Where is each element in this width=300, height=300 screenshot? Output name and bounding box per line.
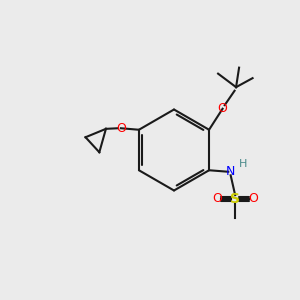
Text: O: O [218, 102, 227, 115]
Text: O: O [248, 192, 258, 205]
Text: N: N [226, 165, 236, 178]
Text: S: S [230, 192, 240, 206]
Text: H: H [239, 159, 248, 169]
Text: O: O [116, 122, 126, 135]
Text: O: O [212, 192, 222, 205]
